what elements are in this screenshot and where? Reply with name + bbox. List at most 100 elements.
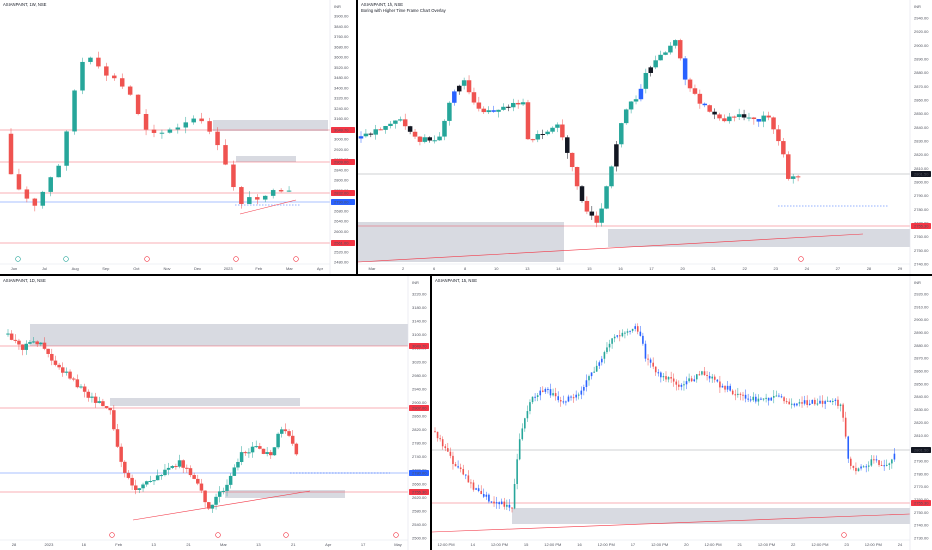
candle-body[interactable] xyxy=(726,385,729,390)
candle-body[interactable] xyxy=(870,459,873,466)
price-tag[interactable] xyxy=(331,127,355,133)
candle-body[interactable] xyxy=(873,459,875,461)
candle-body[interactable] xyxy=(452,91,457,103)
candle-body[interactable] xyxy=(685,381,688,385)
candle-body[interactable] xyxy=(57,364,61,368)
trend-line[interactable] xyxy=(432,513,911,533)
candle-body[interactable] xyxy=(488,494,490,502)
candle-body[interactable] xyxy=(175,127,181,130)
candle-body[interactable] xyxy=(64,371,69,373)
earnings-event-icon[interactable] xyxy=(293,256,299,262)
candle-body[interactable] xyxy=(524,418,526,429)
candle-body[interactable] xyxy=(572,397,575,399)
candle-body[interactable] xyxy=(594,215,599,223)
candle-body[interactable] xyxy=(781,141,786,155)
earnings-event-icon[interactable] xyxy=(15,256,21,262)
earnings-event-icon[interactable] xyxy=(109,532,115,538)
candle-body[interactable] xyxy=(852,465,855,468)
candle-body[interactable] xyxy=(137,488,142,490)
candle-body[interactable] xyxy=(721,385,724,388)
candle-body[interactable] xyxy=(771,117,776,130)
earnings-event-icon[interactable] xyxy=(144,256,150,262)
candle-body[interactable] xyxy=(255,197,260,200)
candle-body[interactable] xyxy=(796,403,798,406)
candle-body[interactable] xyxy=(48,177,53,192)
candle-body[interactable] xyxy=(518,439,521,460)
candle-body[interactable] xyxy=(875,459,878,461)
candle-body[interactable] xyxy=(839,404,842,406)
candle-body[interactable] xyxy=(525,102,531,140)
candle-body[interactable] xyxy=(819,400,821,404)
candle-body[interactable] xyxy=(579,186,585,201)
candle-body[interactable] xyxy=(539,390,542,396)
candle-body[interactable] xyxy=(711,376,713,379)
candle-body[interactable] xyxy=(786,154,791,179)
candle-body[interactable] xyxy=(119,446,123,462)
candle-body[interactable] xyxy=(703,371,706,375)
candle-body[interactable] xyxy=(454,464,457,467)
candle-body[interactable] xyxy=(358,136,364,139)
candle-body[interactable] xyxy=(680,384,683,387)
candle-body[interactable] xyxy=(86,391,91,398)
candle-body[interactable] xyxy=(545,131,550,135)
candle-body[interactable] xyxy=(515,102,521,105)
candle-body[interactable] xyxy=(644,343,647,359)
price-tag[interactable] xyxy=(331,159,355,165)
candle-body[interactable] xyxy=(565,137,570,153)
candle-body[interactable] xyxy=(636,326,639,332)
candle-body[interactable] xyxy=(737,393,739,395)
candle-body[interactable] xyxy=(536,395,539,398)
candle-body[interactable] xyxy=(716,379,719,382)
price-tag[interactable] xyxy=(409,470,429,476)
candle-body[interactable] xyxy=(166,467,171,470)
candle-body[interactable] xyxy=(493,501,495,504)
candle-body[interactable] xyxy=(557,396,559,401)
candle-body[interactable] xyxy=(647,358,649,360)
candle-body[interactable] xyxy=(388,123,393,126)
candle-body[interactable] xyxy=(793,403,796,406)
candle-body[interactable] xyxy=(860,466,862,469)
price-tag[interactable] xyxy=(331,190,355,196)
candle-body[interactable] xyxy=(250,446,255,453)
candle-body[interactable] xyxy=(236,461,240,468)
candle-body[interactable] xyxy=(247,197,252,204)
candle-body[interactable] xyxy=(276,433,280,448)
candle-body[interactable] xyxy=(39,342,43,345)
candle-body[interactable] xyxy=(56,165,61,178)
candle-body[interactable] xyxy=(534,396,536,398)
candle-body[interactable] xyxy=(148,480,153,482)
candle-body[interactable] xyxy=(657,372,660,374)
candle-body[interactable] xyxy=(717,114,722,119)
candle-body[interactable] xyxy=(64,131,69,166)
candle-body[interactable] xyxy=(790,403,793,405)
candle-body[interactable] xyxy=(130,477,134,486)
earnings-event-icon[interactable] xyxy=(798,256,804,262)
candle-body[interactable] xyxy=(462,469,465,475)
candle-body[interactable] xyxy=(126,472,131,478)
candle-body[interactable] xyxy=(127,86,133,95)
candle-body[interactable] xyxy=(447,102,452,121)
candle-body[interactable] xyxy=(603,352,606,359)
candle-body[interactable] xyxy=(191,118,196,123)
candle-body[interactable] xyxy=(585,380,588,388)
layout-divider[interactable] xyxy=(430,276,432,550)
candle-body[interactable] xyxy=(480,490,482,495)
candle-body[interactable] xyxy=(739,393,742,395)
candle-body[interactable] xyxy=(294,443,299,455)
candle-body[interactable] xyxy=(40,191,46,206)
candle-body[interactable] xyxy=(280,429,284,434)
candle-body[interactable] xyxy=(832,400,834,402)
candle-body[interactable] xyxy=(221,490,226,492)
candle-body[interactable] xyxy=(888,463,891,465)
candle-body[interactable] xyxy=(734,394,737,396)
candle-body[interactable] xyxy=(496,109,501,112)
candle-body[interactable] xyxy=(104,406,109,408)
candle-body[interactable] xyxy=(814,399,816,405)
candle-body[interactable] xyxy=(788,401,790,405)
candle-body[interactable] xyxy=(199,483,204,491)
candle-body[interactable] xyxy=(683,384,685,386)
candle-body[interactable] xyxy=(706,374,708,376)
candle-body[interactable] xyxy=(368,133,374,135)
candle-body[interactable] xyxy=(181,460,185,468)
candle-body[interactable] xyxy=(159,132,165,134)
